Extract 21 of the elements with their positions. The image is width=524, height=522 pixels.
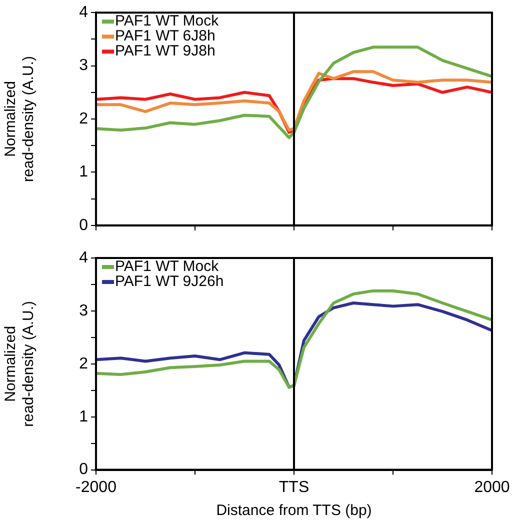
y-tick-label: 4 xyxy=(79,249,88,266)
y-tick-label: 3 xyxy=(79,302,88,320)
y-tick-label: 2 xyxy=(79,110,88,128)
y-axis-title: Normalized read-density (A.U.) xyxy=(2,300,38,427)
y-tick-label: 0 xyxy=(79,216,88,234)
y-tick-label: 0 xyxy=(79,461,88,478)
x-tick-label: TTS xyxy=(278,478,310,496)
x-tick-label: 2000 xyxy=(474,478,510,496)
x-axis-title: Distance from TTS (bp) xyxy=(216,502,372,520)
x-tick-label: -2000 xyxy=(76,478,117,496)
legend-label: PAF1 WT 6J8h xyxy=(115,28,216,45)
legend-label: PAF1 WT 9J26h xyxy=(115,273,224,290)
legend-label: PAF1 WT 9J8h xyxy=(115,42,216,60)
y-tick-label: 3 xyxy=(79,57,88,74)
legend-label: PAF1 WT Mock xyxy=(115,258,220,276)
y-tick-label: 1 xyxy=(79,164,88,181)
y-tick-label: 1 xyxy=(79,408,88,426)
y-axis-title: Normalized read-density (A.U.) xyxy=(2,56,38,182)
y-tick-label: 4 xyxy=(79,4,88,22)
legend-label: PAF1 WT Mock xyxy=(115,12,220,30)
y-tick-label: 2 xyxy=(79,355,88,372)
